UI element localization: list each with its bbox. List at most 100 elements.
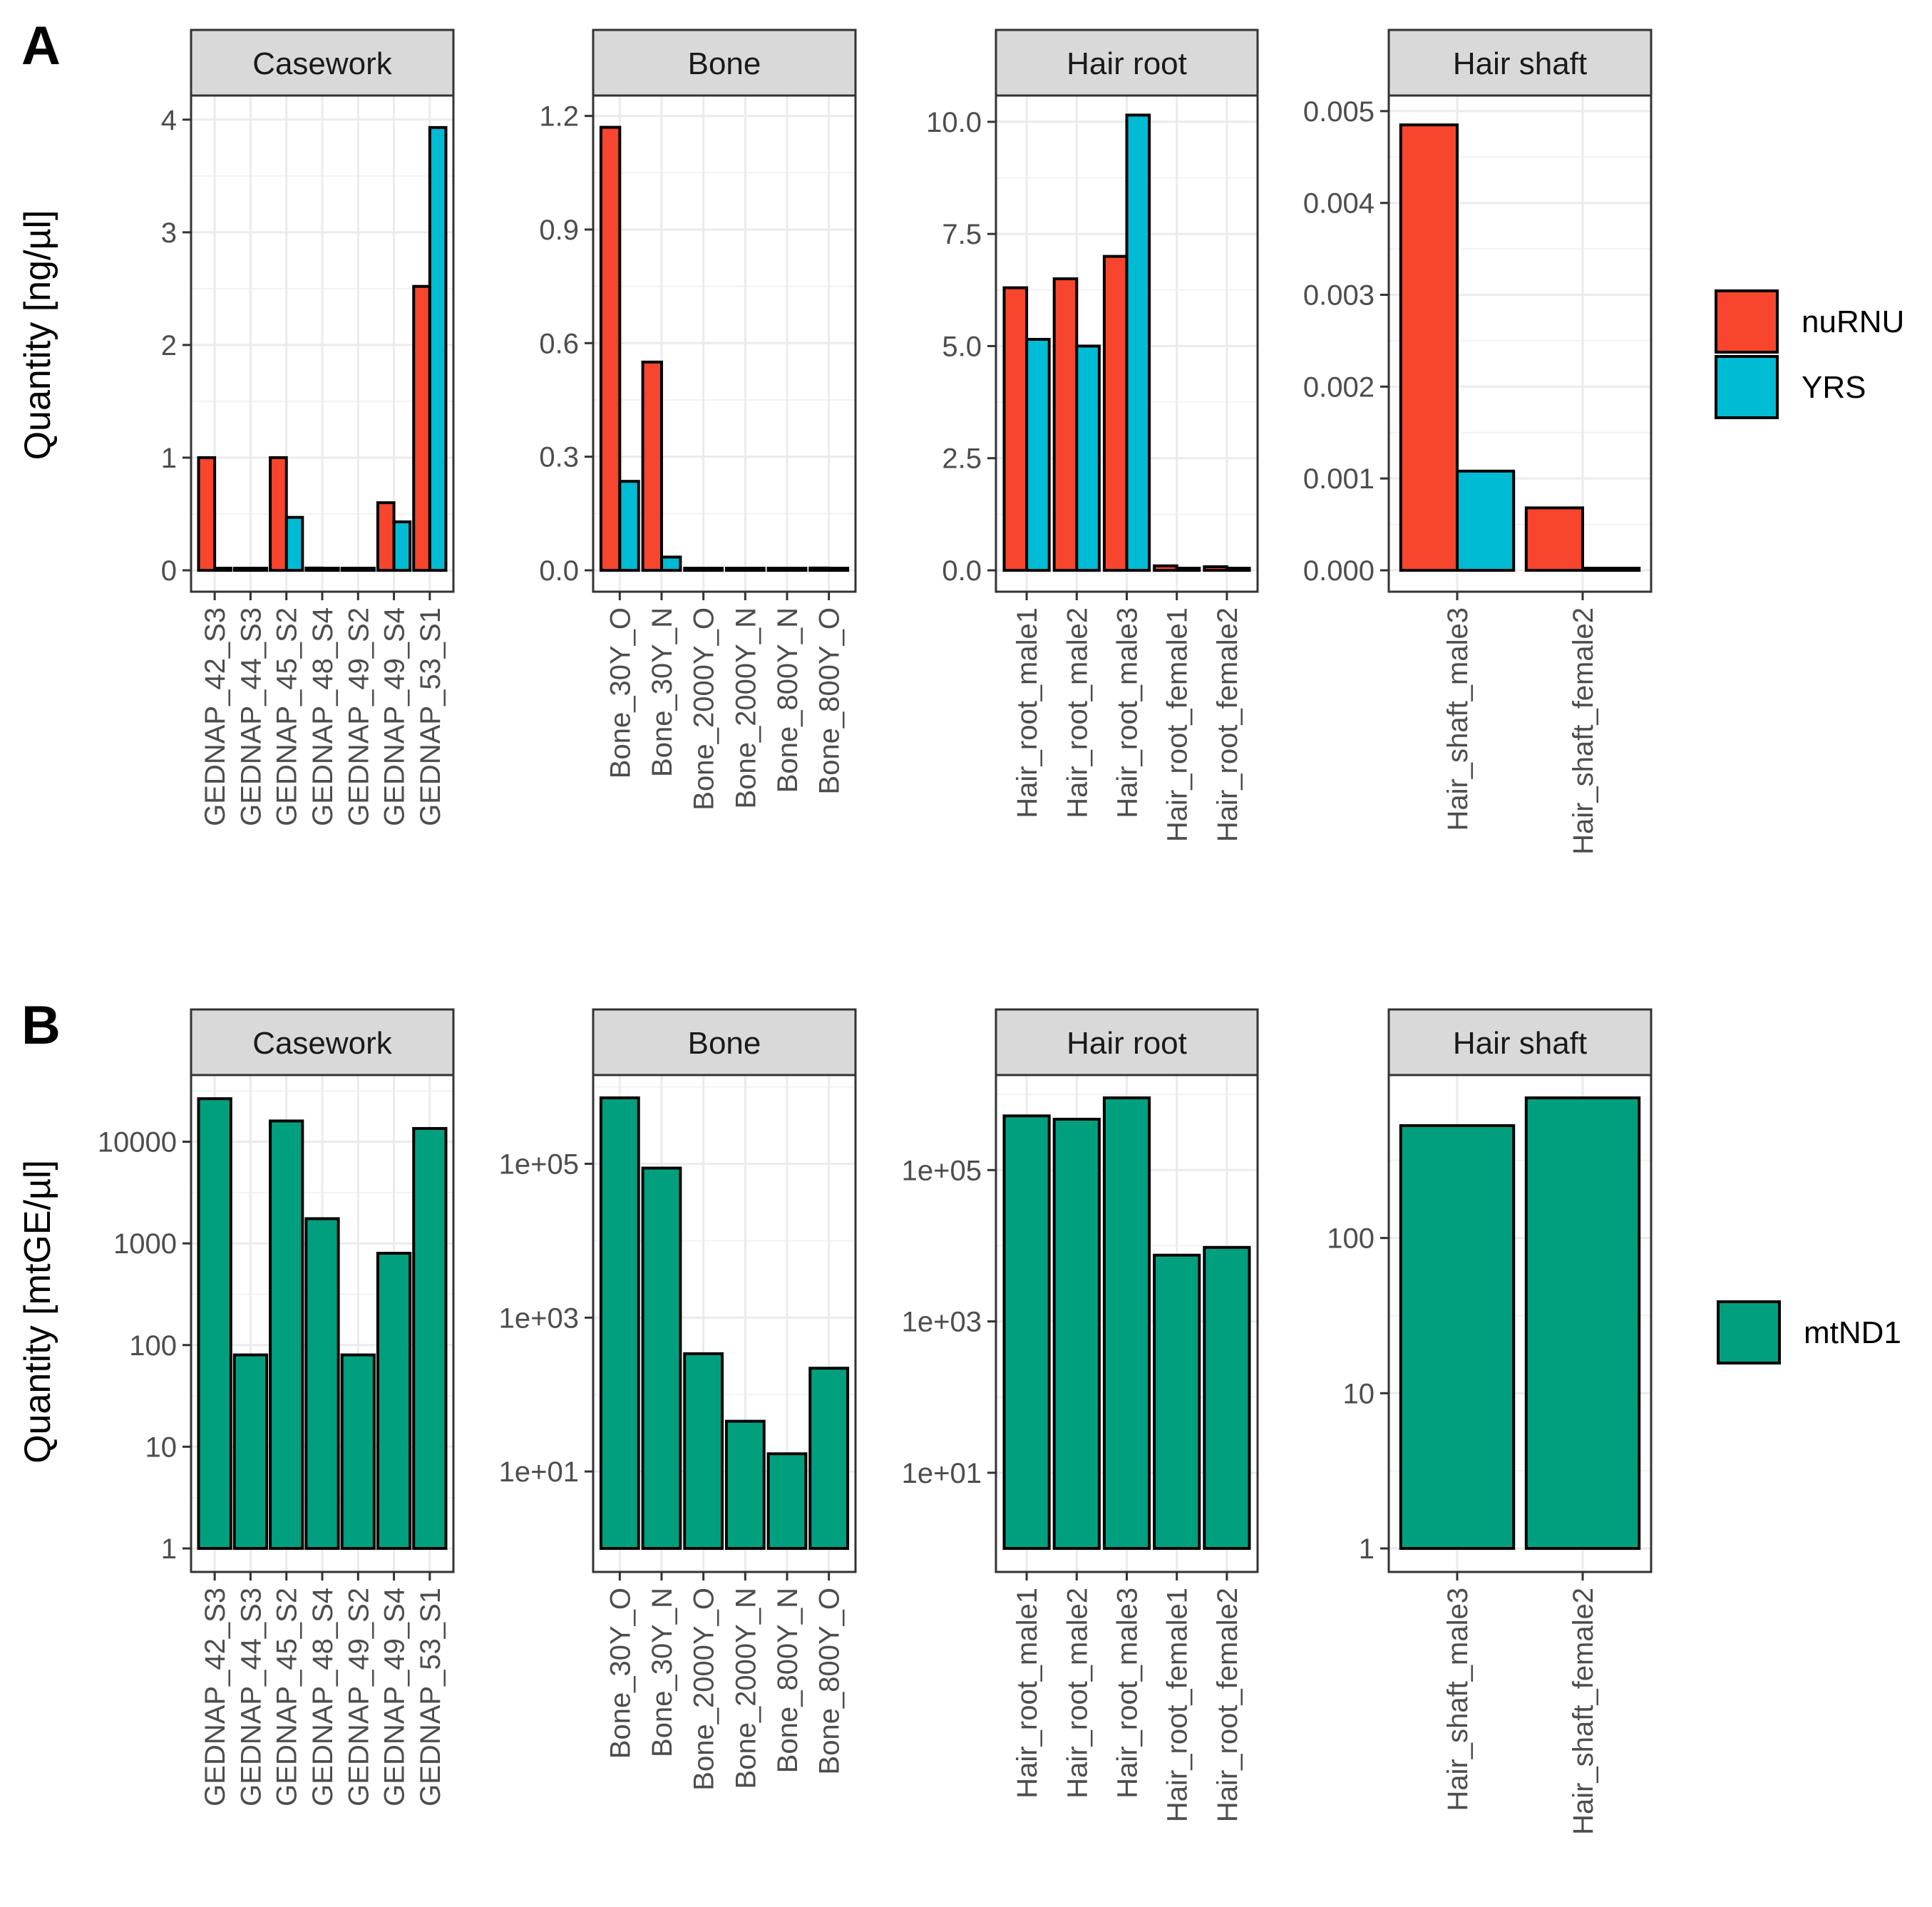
x-tick-label: Hair_root_male2 (1062, 1588, 1093, 1799)
y-tick-label: 0.9 (539, 215, 579, 246)
x-tick-label: Hair_root_female2 (1212, 1588, 1243, 1822)
bar-mtND1-hair_root_female1 (1153, 1253, 1201, 1551)
x-tick-label: Hair_root_male2 (1062, 607, 1093, 818)
y-tick-label: 1e+05 (499, 1149, 579, 1181)
y-tick-label: 2.5 (942, 443, 982, 475)
x-tick-label: Bone_30Y_O (605, 1588, 636, 1759)
bar-YRS-bone_2000y_o (702, 567, 724, 572)
bar-nuRNU-gednap_49_s2 (340, 567, 360, 572)
y-tick-label: 0.000 (1303, 555, 1375, 587)
facet-strip-label: Hair shaft (1453, 1026, 1587, 1061)
facet-strip (1387, 1008, 1653, 1076)
y-tick-label: 0.3 (539, 442, 579, 473)
x-tick-label: Hair_shaft_female2 (1568, 1588, 1599, 1835)
facet-strip-label: Hair root (1067, 46, 1187, 81)
y-tick-label: 0.005 (1303, 96, 1375, 128)
bar-mtND1-hair_shaft_male3 (1399, 1124, 1516, 1550)
bar-YRS-hair_root_male1 (1025, 338, 1051, 572)
bar-mtND1-bone_2000y_o (683, 1352, 724, 1550)
bar-YRS-hair_shaft_female2 (1581, 567, 1641, 572)
x-tick-label: GEDNAP_44_S3 (235, 607, 267, 826)
bar-YRS-hair_root_female1 (1175, 567, 1201, 572)
bar-YRS-gednap_49_s2 (356, 567, 376, 572)
y-tick-label: 1 (161, 443, 177, 474)
x-tick-label: Bone_800Y_N (772, 1588, 803, 1773)
bar-YRS-gednap_49_s4 (392, 520, 412, 572)
bar-nuRNU-gednap_44_s3 (232, 567, 252, 572)
x-tick-label: GEDNAP_44_S3 (235, 1588, 267, 1806)
x-tick-label: GEDNAP_42_S3 (200, 607, 231, 826)
facet-strip (592, 1008, 857, 1076)
x-tick-label: Bone_30Y_N (647, 1588, 678, 1757)
bar-mtND1-hair_root_male2 (1052, 1117, 1101, 1550)
bar-nuRNU-hair_root_female1 (1153, 564, 1178, 572)
bar-YRS-bone_800y_n (786, 567, 808, 572)
bar-mtND1-gednap_45_s2 (269, 1119, 304, 1550)
y-tick-label: 0.004 (1303, 188, 1375, 220)
y-tick-label: 1e+03 (902, 1307, 982, 1338)
bar-nuRNU-gednap_49_s4 (376, 501, 396, 572)
x-tick-label: GEDNAP_53_S1 (415, 1588, 446, 1806)
facet-panel-B-hair-root: 1e+01 1e+03 1e+05 Hair root Hair_root_male1 H… (902, 1008, 1259, 1822)
bar-YRS-bone_30y_n (660, 555, 682, 572)
bar-mtND1-gednap_49_s4 (376, 1251, 412, 1550)
facet-strip-label: Hair shaft (1453, 46, 1587, 81)
y-axis-title-b: Quantity [mtGE/µl] (17, 1160, 58, 1464)
x-tick-label: GEDNAP_48_S4 (307, 607, 339, 826)
bar-mtND1-gednap_53_s1 (412, 1126, 448, 1551)
bar-YRS-gednap_48_s4 (321, 567, 340, 572)
bar-nuRNU-bone_800y_n (766, 567, 788, 572)
facet-strip (190, 1008, 455, 1076)
x-tick-label: Hair_root_female1 (1162, 1588, 1193, 1822)
facet-strip-label: Bone (688, 1026, 761, 1061)
y-tick-label: 5.0 (942, 331, 982, 362)
bar-mtND1-bone_800y_n (766, 1452, 808, 1550)
bar-YRS-hair_shaft_male3 (1456, 469, 1516, 572)
bar-YRS-bone_2000y_n (744, 567, 766, 572)
bar-nuRNU-bone_30y_n (641, 360, 663, 572)
facet-strip-label: Bone (688, 46, 761, 81)
facet-strip (995, 1008, 1259, 1076)
bar-mtND1-bone_800y_o (808, 1367, 850, 1550)
legend-label-mtND1: mtND1 (1804, 1315, 1901, 1350)
y-tick-label: 0.001 (1303, 463, 1375, 495)
x-tick-label: Hair_root_male3 (1112, 607, 1144, 818)
bar-YRS-hair_root_female2 (1225, 567, 1251, 572)
y-tick-label: 0.6 (539, 328, 579, 359)
legend-a: nuRNU YRS (1715, 289, 1904, 419)
x-tick-label: Hair_root_female1 (1162, 607, 1193, 842)
bar-mtND1-bone_2000y_n (724, 1419, 766, 1550)
y-tick-label: 4 (161, 105, 177, 136)
y-tick-label: 1 (161, 1533, 177, 1565)
y-tick-label: 2 (161, 330, 177, 361)
bar-mtND1-hair_root_female2 (1203, 1245, 1251, 1550)
y-tick-label: 10000 (98, 1127, 177, 1158)
bar-nuRNU-bone_2000y_n (724, 567, 747, 572)
bar-nuRNU-hair_root_male3 (1102, 255, 1129, 572)
bar-mtND1-hair_root_male1 (1002, 1114, 1051, 1550)
y-tick-label: 1e+01 (499, 1456, 579, 1488)
facet-strip-label: Hair root (1067, 1026, 1187, 1061)
bar-YRS-gednap_44_s3 (249, 567, 269, 572)
panel-label-b: B (21, 995, 61, 1056)
x-tick-label: Hair_root_female2 (1212, 607, 1243, 842)
bar-mtND1-gednap_48_s4 (304, 1217, 340, 1551)
legend-label-nuRNU: nuRNU (1802, 304, 1904, 339)
x-tick-label: Bone_800Y_N (772, 607, 803, 793)
bar-nuRNU-gednap_45_s2 (269, 456, 288, 572)
legend-label-YRS: YRS (1802, 370, 1866, 405)
x-tick-label: Bone_800Y_O (814, 607, 846, 794)
legend-key-YRS (1715, 355, 1779, 419)
y-tick-label: 3 (161, 217, 177, 249)
bar-YRS-bone_800y_o (827, 567, 850, 572)
x-tick-label: GEDNAP_49_S2 (343, 1588, 374, 1806)
facet-panel-A-hair-root: 0.0 2.5 5.0 7.5 10.0 Hair root Hair_root_male1… (926, 29, 1259, 842)
x-tick-label: GEDNAP_48_S4 (307, 1588, 339, 1806)
y-tick-label: 1000 (113, 1228, 177, 1260)
y-tick-label: 1e+01 (902, 1458, 982, 1489)
x-tick-label: Hair_root_male1 (1012, 607, 1043, 818)
x-tick-label: GEDNAP_45_S2 (272, 607, 303, 826)
bar-mtND1-bone_30y_n (641, 1166, 682, 1550)
